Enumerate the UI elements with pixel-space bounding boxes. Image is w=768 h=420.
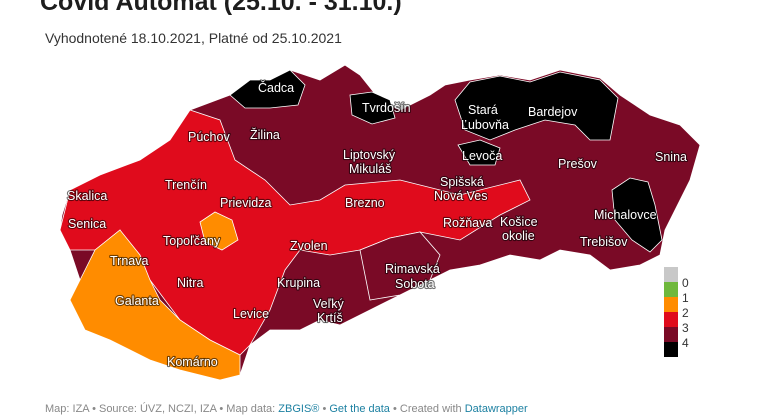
legend-swatch-2: [664, 297, 678, 312]
region-level-5-cadca[interactable]: [229, 69, 306, 109]
label-spisska-1: Spišská: [440, 175, 484, 189]
label-michalovce: Michalovce: [594, 208, 657, 222]
legend-swatch-4: [664, 327, 678, 342]
region-level-3-rimavska[interactable]: [359, 231, 441, 301]
get-the-data-link[interactable]: Get the data: [329, 403, 390, 415]
label-liptovsky-1: Liptovský: [343, 148, 396, 162]
label-liptovsky-2: Mikuláš: [349, 162, 391, 176]
footer-separator: •: [319, 403, 330, 415]
label-topolcany: Topoľčany: [163, 234, 221, 248]
legend-label: 1: [682, 291, 689, 305]
zbgis-link[interactable]: ZBGIS®: [278, 403, 320, 415]
label-brezno: Brezno: [345, 196, 385, 210]
region-level-2[interactable]: [69, 229, 241, 381]
legend-swatch-0: [664, 267, 678, 282]
footer: Map: IZA • Source: ÚVZ, NCZI, IZA • Map …: [45, 403, 528, 415]
label-roznava: Rožňava: [443, 216, 492, 230]
label-senica: Senica: [68, 217, 106, 231]
page-subtitle: Vyhodnotené 18.10.2021, Platné od 25.10.…: [45, 30, 342, 46]
region-labels: Čadca Tvrdošín Stará Ľubovňa Bardejov Pú…: [66, 79, 688, 370]
label-levice: Levice: [233, 307, 269, 321]
label-velky-krtis-2: Krtíš: [317, 311, 343, 325]
label-puchov: Púchov: [188, 130, 230, 144]
legend-swatch-1: [664, 282, 678, 297]
label-trnava: Trnava: [110, 254, 148, 268]
label-velky-krtis-1: Veľký: [313, 297, 344, 311]
slovakia-map: Čadca Tvrdošín Stará Ľubovňa Bardejov Pú…: [59, 64, 701, 381]
legend-label: 4: [682, 336, 689, 350]
label-tvrdosin: Tvrdošín: [362, 101, 411, 115]
label-stara-lubovna-1: Stará: [468, 103, 498, 117]
footer-source: Map: IZA • Source: ÚVZ, NCZI, IZA • Map …: [45, 403, 279, 415]
region-level-5-tvrdosin[interactable]: [349, 91, 396, 125]
datawrapper-link[interactable]: Datawrapper: [464, 403, 528, 415]
page-title: Covid Automat (25.10. - 31.10.): [40, 0, 402, 16]
legend: 0 1 2 3 4: [664, 267, 689, 357]
legend-label: 2: [682, 306, 689, 320]
label-prievidza: Prievidza: [220, 196, 271, 210]
label-skalica: Skalica: [67, 189, 107, 203]
label-trebisov: Trebišov: [580, 235, 628, 249]
legend-swatch-5: [664, 342, 678, 357]
label-cadca: Čadca: [258, 80, 294, 95]
label-presov: Prešov: [558, 157, 598, 171]
legend-label: 0: [682, 276, 689, 290]
label-rimavska-1: Rimavská: [385, 262, 440, 276]
label-trencin: Trenčín: [165, 178, 207, 192]
label-zvolen: Zvolen: [290, 239, 328, 253]
label-nitra: Nitra: [177, 276, 203, 290]
label-kosice-1: Košice: [500, 215, 538, 229]
footer-created-with: • Created with: [389, 403, 465, 415]
label-stara-lubovna-2: Ľubovňa: [461, 118, 509, 132]
label-galanta: Galanta: [115, 294, 159, 308]
region-level-2-topolcany[interactable]: [199, 211, 239, 251]
label-levoca: Levoča: [462, 149, 502, 163]
label-bardejov: Bardejov: [528, 105, 578, 119]
label-komarno: Komárno: [167, 355, 218, 369]
region-level-5-lubovna-bardejov[interactable]: [454, 71, 619, 141]
label-snina: Snina: [655, 150, 687, 164]
region-level-5-levoca[interactable]: [457, 139, 501, 166]
label-krupina: Krupina: [277, 276, 320, 290]
label-rimavska-2: Sobota: [395, 277, 435, 291]
label-kosice-2: okolie: [502, 229, 535, 243]
legend-label: 3: [682, 321, 689, 335]
region-level-5-michalovce[interactable]: [611, 177, 663, 253]
label-spisska-2: Nová Ves: [434, 189, 488, 203]
legend-swatch-3: [664, 312, 678, 327]
label-zilina: Žilina: [250, 127, 280, 142]
